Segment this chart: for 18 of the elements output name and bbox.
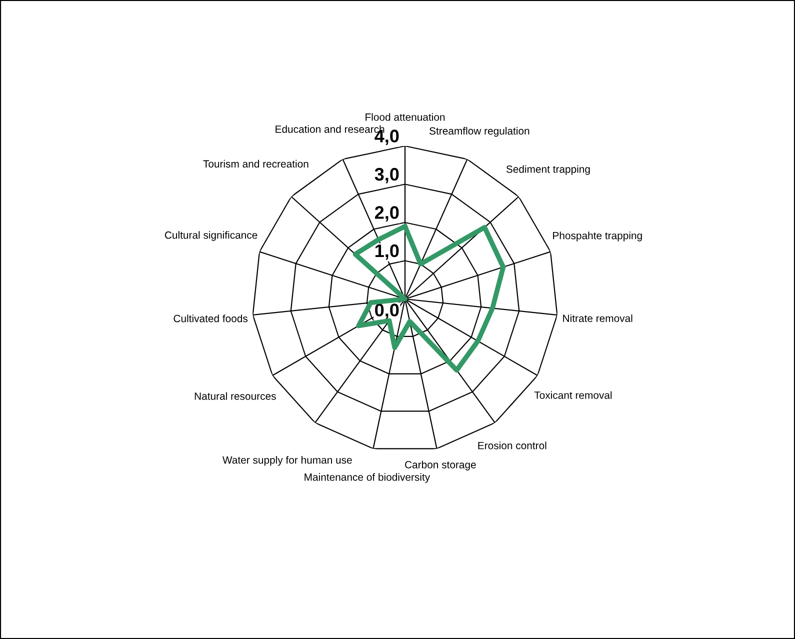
y-tick-label: 2,0 [374,206,399,222]
spoke-label: Cultural significance [164,231,258,241]
spoke-label: Erosion control [478,442,546,450]
spoke-label: Nitrate removal [563,314,632,322]
spoke-label: Maintenance of biodiversity [304,473,430,483]
spoke-label: Water supply for human use [222,456,352,466]
y-tick-label: 1,0 [375,244,399,260]
spoke-label: Toxicant removal [534,391,612,399]
spoke-label: Natural resources [194,392,276,400]
spoke-label: Tourism and recreation [203,160,308,168]
spoke-label: Carbon storage [405,460,476,470]
spoke-label: Streamflow regulation [430,126,530,137]
spoke-label: Phospahte trapping [553,232,642,242]
y-tick-label: 0,0 [375,304,399,320]
y-tick-label: 3,0 [374,168,399,184]
spoke-label: Cultivated foods [174,314,248,322]
spoke-label: Flood attenuation [366,113,445,121]
spoke-label: Sediment trapping [506,165,590,175]
